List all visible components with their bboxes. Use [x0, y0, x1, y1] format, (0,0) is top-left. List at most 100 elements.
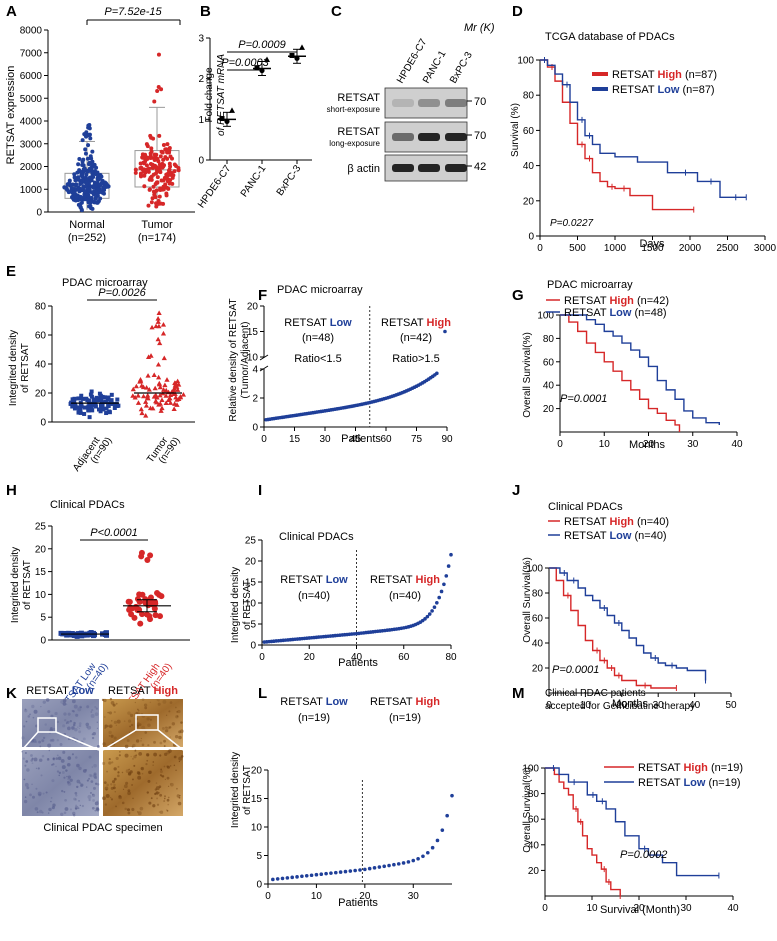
tissue-cell [133, 755, 137, 759]
data-points [62, 52, 181, 213]
data-point [435, 371, 439, 376]
group-n: (n=40) [389, 590, 421, 602]
tissue-cell [42, 736, 46, 740]
tissue-cell [166, 765, 169, 768]
y-tick-label: 25 [245, 536, 257, 547]
tissue-cell [29, 793, 32, 797]
tissue-cell [109, 697, 113, 701]
panel-letter: L [258, 685, 267, 702]
tissue-cell [167, 726, 170, 730]
y-tick-label: 2000 [20, 162, 43, 173]
data-point [82, 168, 87, 173]
tissue-cell [104, 803, 108, 806]
x-tick-label: 0 [546, 700, 552, 711]
y-axis-label: RETSAT expression [5, 66, 17, 165]
mw-marker: 70 [474, 130, 486, 142]
tissue-cell [88, 755, 92, 759]
tissue-cell [67, 726, 71, 731]
data-point [148, 155, 153, 160]
km-curve [549, 567, 707, 681]
tissue-cell [112, 786, 116, 790]
y-tick-label: 100 [517, 56, 534, 67]
tissue-cell [159, 774, 162, 777]
tissue-cell [135, 754, 137, 757]
data-point [149, 146, 154, 151]
legend-name: RETSAT [612, 69, 657, 81]
tissue-cell [67, 712, 71, 716]
protein-band [445, 164, 467, 172]
tissue-cell [147, 723, 151, 728]
tissue-cell [105, 793, 110, 798]
tissue-cell [82, 737, 86, 741]
y-tick-label: 15 [35, 567, 47, 578]
y-axis-label: Integrited density [10, 547, 21, 623]
tissue-cell [132, 797, 134, 800]
x-tick-label: 30 [687, 439, 699, 450]
data-point [138, 161, 143, 166]
tissue-cell [90, 711, 93, 713]
data-point [139, 410, 145, 416]
data-point [166, 168, 171, 173]
group-n: (n=174) [138, 232, 176, 244]
tissue-cell [79, 784, 83, 788]
tissue-cell [78, 722, 82, 725]
tissue-cell [79, 705, 82, 709]
data-point [99, 400, 104, 405]
tissue-cell [67, 756, 72, 760]
tissue-cell [137, 708, 139, 711]
data-point [157, 392, 163, 398]
tissue-cell [178, 730, 182, 734]
tissue-cell [130, 723, 134, 727]
tissue-cell [78, 766, 82, 771]
data-point [430, 845, 435, 850]
data-point [143, 159, 148, 164]
x-tick-label: 10 [586, 903, 598, 914]
data-point [159, 149, 164, 154]
y-axis-label: (Tumor/Adjacent) [240, 322, 251, 399]
legend-entry: RETSAT Low (n=87) [612, 84, 715, 96]
data-point [425, 850, 430, 855]
tissue-cell [88, 798, 91, 802]
data-point [160, 322, 167, 327]
data-point [392, 862, 396, 867]
data-point [161, 142, 166, 147]
tissue-cell [132, 743, 136, 748]
tissue-cell [144, 706, 148, 710]
group-n: (n=252) [68, 232, 106, 244]
tissue-cell [74, 798, 77, 801]
tissue-cell [126, 739, 130, 742]
data-point [437, 595, 441, 600]
tissue-cell [72, 813, 76, 817]
data-point [161, 157, 166, 162]
data-point [150, 196, 155, 201]
data-point [88, 200, 93, 205]
y-tick-label: 10 [245, 599, 257, 610]
tissue-cell [26, 768, 30, 772]
data-point [64, 632, 70, 638]
tissue-cell [165, 726, 168, 729]
panel-h: H Clinical PDACs Integrited density of R… [6, 482, 190, 718]
data-point [387, 863, 391, 868]
x-tick-label: 50 [725, 700, 737, 711]
data-point [89, 195, 94, 200]
x-tick-label: 30 [319, 434, 331, 445]
y-axis-label: of RETSAT mRNA [216, 54, 227, 136]
data-point [130, 386, 136, 392]
tissue-cell [127, 811, 131, 815]
tissue-cell [30, 759, 34, 762]
x-tick-label: 2000 [679, 243, 702, 254]
tissue-cell [62, 698, 67, 703]
x-axis-label: Patients [341, 433, 381, 445]
ratio-label: Ratio<1.5 [294, 353, 341, 365]
group-level: Low [330, 317, 352, 329]
data-point [102, 395, 107, 400]
p-value: P=0.0001 [552, 664, 599, 676]
protein-band [418, 133, 440, 141]
panel-letter: J [512, 482, 520, 499]
tissue-cell [35, 741, 38, 744]
panel-f: F PDAC microarray Relative density of RE… [228, 284, 453, 445]
data-point [174, 402, 180, 407]
tissue-cell [74, 727, 78, 732]
